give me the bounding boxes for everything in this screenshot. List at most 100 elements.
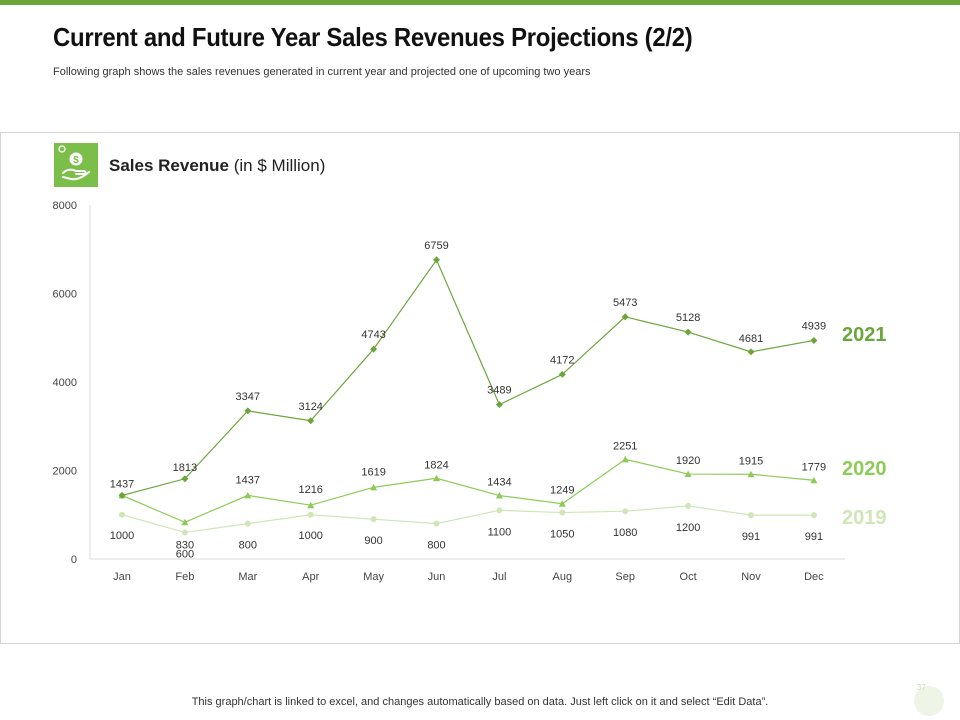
data-label-2020: 1920 xyxy=(676,455,700,467)
data-label-2020: 1434 xyxy=(487,477,511,489)
y-tick-label: 2000 xyxy=(53,466,77,478)
data-label-2021: 6759 xyxy=(424,240,448,252)
data-point-2019 xyxy=(685,502,692,509)
chart-axes: 0 2000 4000 6000 8000 Jan Feb Mar Apr May Jun Jul Au… xyxy=(53,200,845,583)
x-tick-label: Jan xyxy=(113,571,131,583)
series-line-2019 xyxy=(121,505,814,534)
data-label-2019: 991 xyxy=(805,531,823,543)
x-tick-label: Apr xyxy=(302,571,319,583)
data-point-2021 xyxy=(181,475,189,483)
data-point-2020 xyxy=(495,492,503,499)
footer-note: This graph/chart is linked to excel, and… xyxy=(191,696,769,708)
data-point-2020 xyxy=(684,470,692,478)
chart-heading-bold: Sales Revenue xyxy=(109,156,230,175)
data-point-2021 xyxy=(747,348,755,356)
top-accent-bar xyxy=(0,0,960,5)
data-point-2021 xyxy=(370,345,378,353)
data-label-2020: 1437 xyxy=(236,474,260,486)
data-point-2020 xyxy=(244,491,252,499)
x-tick-label: Nov xyxy=(741,571,761,583)
data-point-2020 xyxy=(370,483,378,491)
data-point-2019 xyxy=(748,512,754,519)
page-number: 37 xyxy=(917,683,926,692)
data-point-2021 xyxy=(684,328,692,336)
data-point-2020 xyxy=(307,501,315,509)
data-point-2020 xyxy=(558,500,566,507)
data-point-2021 xyxy=(495,401,503,409)
y-tick-label: 0 xyxy=(71,554,77,566)
data-point-2021 xyxy=(118,491,126,499)
data-label-2021: 4743 xyxy=(361,329,385,341)
data-label-2021: 3124 xyxy=(298,401,322,413)
data-label-2021: 1813 xyxy=(173,462,197,474)
y-tick-label: 6000 xyxy=(53,289,77,301)
data-point-2020 xyxy=(747,470,755,478)
legend-label-2021: 2021 xyxy=(842,324,887,346)
data-label-2020: 1915 xyxy=(739,455,763,467)
x-tick-label: Dec xyxy=(804,571,824,583)
data-label-2019: 1000 xyxy=(298,530,322,542)
data-label-2019: 600 xyxy=(176,548,194,560)
chart-heading: Sales Revenue (in $ Million) xyxy=(109,156,325,176)
page-subtitle: Following graph shows the sales revenues… xyxy=(53,66,591,78)
data-point-2019 xyxy=(307,511,314,518)
data-label-2019: 800 xyxy=(239,540,257,552)
data-point-2019 xyxy=(119,511,125,518)
y-tick-label: 8000 xyxy=(53,200,77,212)
x-tick-label: Oct xyxy=(680,571,697,583)
data-label-2019: 800 xyxy=(427,540,445,552)
data-label-2021: 3489 xyxy=(487,385,511,397)
data-point-2021 xyxy=(433,256,440,264)
chart-labels: 1437 1813 3347 3124 4743 6759 3489 4172 5473 5128… xyxy=(110,240,887,561)
series-line-2020 xyxy=(121,458,814,523)
data-label-2020: 1824 xyxy=(424,459,448,471)
data-point-2021 xyxy=(621,313,629,321)
data-label-2019: 1050 xyxy=(550,529,574,541)
data-point-2020 xyxy=(181,518,189,526)
svg-text:$: $ xyxy=(73,155,79,166)
data-label-2020: 2251 xyxy=(613,440,637,452)
data-label-2020: 1619 xyxy=(361,466,385,478)
data-label-2021: 4681 xyxy=(739,333,763,345)
x-tick-label: May xyxy=(363,571,384,583)
x-tick-label: Mar xyxy=(238,571,257,583)
x-tick-label: Jun xyxy=(428,571,446,583)
data-label-2019: 900 xyxy=(364,535,382,547)
data-label-2019: 991 xyxy=(742,531,760,543)
data-point-2021 xyxy=(810,336,818,344)
data-point-2019 xyxy=(181,529,188,536)
data-label-2021: 5473 xyxy=(613,297,637,309)
data-point-2019 xyxy=(810,512,817,519)
x-tick-label: Feb xyxy=(175,571,194,583)
y-tick-label: 4000 xyxy=(53,377,77,389)
x-tick-label: Sep xyxy=(615,571,635,583)
data-point-2019 xyxy=(244,520,251,527)
legend-label-2019: 2019 xyxy=(842,507,887,529)
data-label-2021: 4939 xyxy=(802,320,826,332)
data-label-2021: 4172 xyxy=(550,354,574,366)
chart-heading-unit: (in $ Million) xyxy=(229,156,326,175)
data-point-2019 xyxy=(433,520,440,527)
data-label-2020: 830 xyxy=(176,539,194,551)
x-tick-label: Aug xyxy=(553,571,573,583)
data-point-2021 xyxy=(307,417,315,425)
data-point-2020 xyxy=(433,474,440,482)
data-label-2019: 1080 xyxy=(613,527,637,539)
data-point-2020 xyxy=(621,455,629,463)
data-label-2021: 3347 xyxy=(236,391,260,403)
data-point-2021 xyxy=(558,370,566,378)
data-label-2020: 1779 xyxy=(802,461,826,473)
legend-label-2020: 2020 xyxy=(842,458,887,480)
data-point-2020 xyxy=(810,476,818,484)
page-number-badge xyxy=(914,686,944,716)
data-label-2020: 1216 xyxy=(298,484,322,496)
x-tick-label: Jul xyxy=(492,571,506,583)
data-label-2019: 1000 xyxy=(110,530,134,542)
data-point-2019 xyxy=(496,507,503,514)
data-point-2021 xyxy=(244,407,252,415)
chart-lines xyxy=(118,256,818,536)
data-label-2019: 1200 xyxy=(676,522,700,534)
money-hand-icon: $ xyxy=(54,143,98,187)
data-label-2021: 5128 xyxy=(676,312,700,324)
